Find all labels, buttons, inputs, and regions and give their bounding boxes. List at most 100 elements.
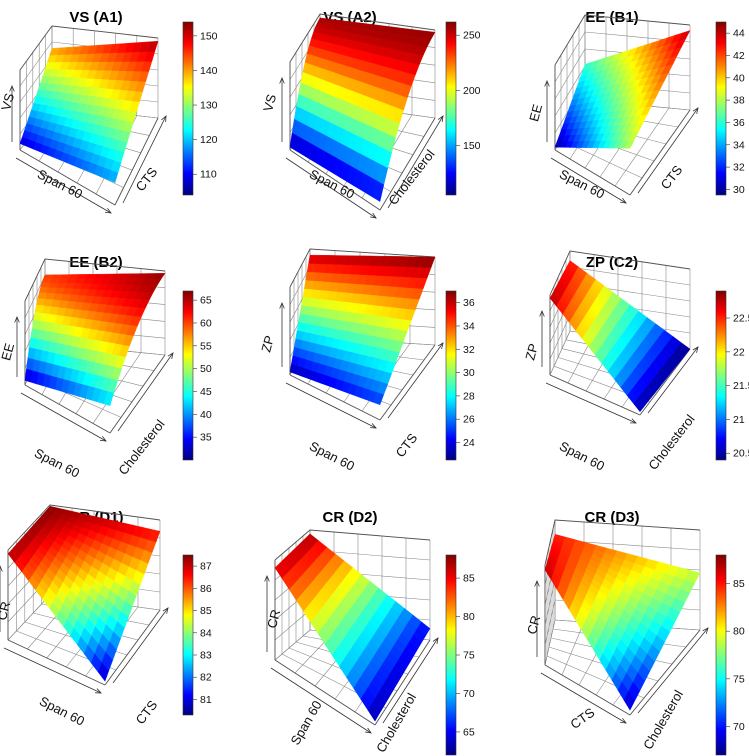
colorbar-tick-label: 36 — [733, 117, 745, 129]
colorbar-tick-label: 130 — [200, 100, 218, 112]
x-axis-label: CTS — [567, 705, 597, 732]
chart-panel: EE (B2) Span 60 Cholesterol EE 35 40 45 50 55 60 6… — [0, 254, 212, 481]
colorbar-tick-label: 70 — [733, 721, 745, 733]
colorbar-tick-label: 84 — [200, 627, 212, 639]
colorbar-tick-label: 85 — [733, 578, 745, 590]
colorbar-tick-label: 85 — [200, 605, 212, 617]
panel-title: VS (A1) — [69, 9, 122, 26]
surface-cell — [684, 569, 701, 583]
y-axis-label: CTS — [133, 164, 161, 194]
colorbar: 30 32 34 36 38 40 42 44 — [715, 21, 745, 196]
y-axis-label: CTS — [658, 162, 686, 192]
axis-arrows — [264, 574, 439, 734]
x-axis-label: Span 60 — [287, 698, 324, 747]
colorbar-tick-label: 34 — [733, 139, 745, 151]
colorbar: 65 70 75 80 85 — [445, 554, 475, 756]
surface-cell — [678, 30, 691, 42]
colorbar-tick-label: 110 — [200, 169, 217, 181]
colorbar-tick-label: 83 — [200, 650, 212, 662]
colorbar-tick-label: 40 — [733, 72, 745, 84]
colorbar-tick-label: 26 — [463, 414, 475, 426]
colorbar-tick-label: 45 — [200, 386, 212, 398]
colorbar-tick-label: 75 — [463, 650, 475, 662]
colorbar-tick-label: 34 — [463, 320, 475, 332]
axis-arrows — [9, 84, 167, 214]
colorbar-tick-label: 42 — [733, 50, 745, 62]
colorbar-tick-label: 28 — [463, 390, 475, 402]
surface-cell — [147, 40, 159, 52]
colorbar: 110 120 130 140 150 — [182, 21, 218, 196]
colorbar-tick-label: 81 — [200, 694, 212, 706]
colorbar-tick-label: 86 — [200, 583, 212, 595]
axis-arrows — [14, 315, 174, 442]
surface — [19, 40, 159, 183]
colorbar-tick-label: 21.5 — [733, 380, 749, 392]
x-axis-label: Span 60 — [32, 445, 82, 480]
colorbar-tick-label: 250 — [463, 30, 481, 42]
axis-arrows — [539, 309, 699, 424]
y-axis-label: Cholesterol — [645, 412, 697, 473]
z-axis-label: CR — [524, 614, 543, 636]
colorbar-tick-label: 200 — [463, 85, 481, 97]
colorbar-tick-label: 60 — [200, 317, 212, 329]
surface — [544, 534, 701, 711]
colorbar-tick-label: 140 — [200, 65, 218, 77]
surface — [289, 254, 436, 406]
colorbar-tick-label: 40 — [200, 409, 212, 421]
colorbar-tick-label: 80 — [463, 611, 475, 623]
colorbar: 150 200 250 — [445, 21, 481, 196]
colorbar-tick-label: 65 — [463, 726, 475, 738]
y-axis-label: Cholesterol — [385, 147, 437, 208]
colorbar-tick-label: 32 — [733, 162, 745, 174]
colorbar-tick-label: 20.5 — [733, 448, 749, 460]
axis-arrows — [279, 76, 444, 219]
surface — [24, 273, 166, 407]
surface — [549, 260, 691, 413]
colorbar-tick-label: 22.5 — [733, 313, 749, 325]
axis-arrows — [279, 301, 444, 429]
colorbar-tick-label: 150 — [200, 30, 218, 42]
colorbar-tick-label: 24 — [463, 437, 475, 449]
colorbar-tick-label: 35 — [200, 432, 212, 444]
colorbar-tick-label: 36 — [463, 297, 475, 309]
colorbar-tick-label: 50 — [200, 363, 212, 375]
axis-arrows — [534, 579, 709, 724]
colorbar-tick-label: 30 — [463, 367, 475, 379]
axis-arrows — [544, 79, 699, 204]
colorbar-tick-label: 21 — [733, 414, 745, 426]
y-axis-label: Cholesterol — [640, 687, 686, 752]
z-axis-label: EE — [526, 102, 545, 123]
surface-cell — [152, 273, 166, 280]
colorbar-tick-label: 55 — [200, 340, 212, 352]
colorbar-tick-label: 85 — [463, 573, 475, 585]
y-axis-label: CTS — [133, 697, 161, 727]
colorbar: 70 75 80 85 — [715, 554, 745, 756]
x-axis-label: Span 60 — [307, 438, 357, 473]
x-axis-label: Span 60 — [557, 438, 607, 473]
x-axis-label: Span 60 — [37, 693, 87, 728]
colorbar-tick-label: 120 — [200, 134, 218, 146]
z-axis-label: VS — [0, 91, 17, 112]
colorbar-tick-label: 70 — [463, 688, 475, 700]
panel-title: ZP (C2) — [586, 254, 638, 271]
z-axis-label: CR — [264, 608, 283, 630]
panel-title: CR (D2) — [323, 509, 378, 526]
surface-cell — [417, 621, 431, 636]
chart-panel: VS (A1) Span 60 CTS VS 110 120 130 140 150 — [0, 9, 218, 214]
colorbar-tick-label: 150 — [463, 140, 481, 152]
y-axis-label: CTS — [393, 430, 421, 460]
colorbar: 35 40 45 50 55 60 65 — [182, 290, 212, 461]
surface — [7, 505, 161, 682]
surface — [274, 533, 431, 722]
surface-cell — [422, 256, 436, 268]
surface — [289, 17, 436, 202]
colorbar: 20.5 21 21.5 22 22.5 — [715, 290, 749, 461]
colorbar-tick-label: 22 — [733, 346, 745, 358]
surface-cell — [422, 30, 436, 40]
colorbar-tick-label: 30 — [733, 184, 745, 196]
